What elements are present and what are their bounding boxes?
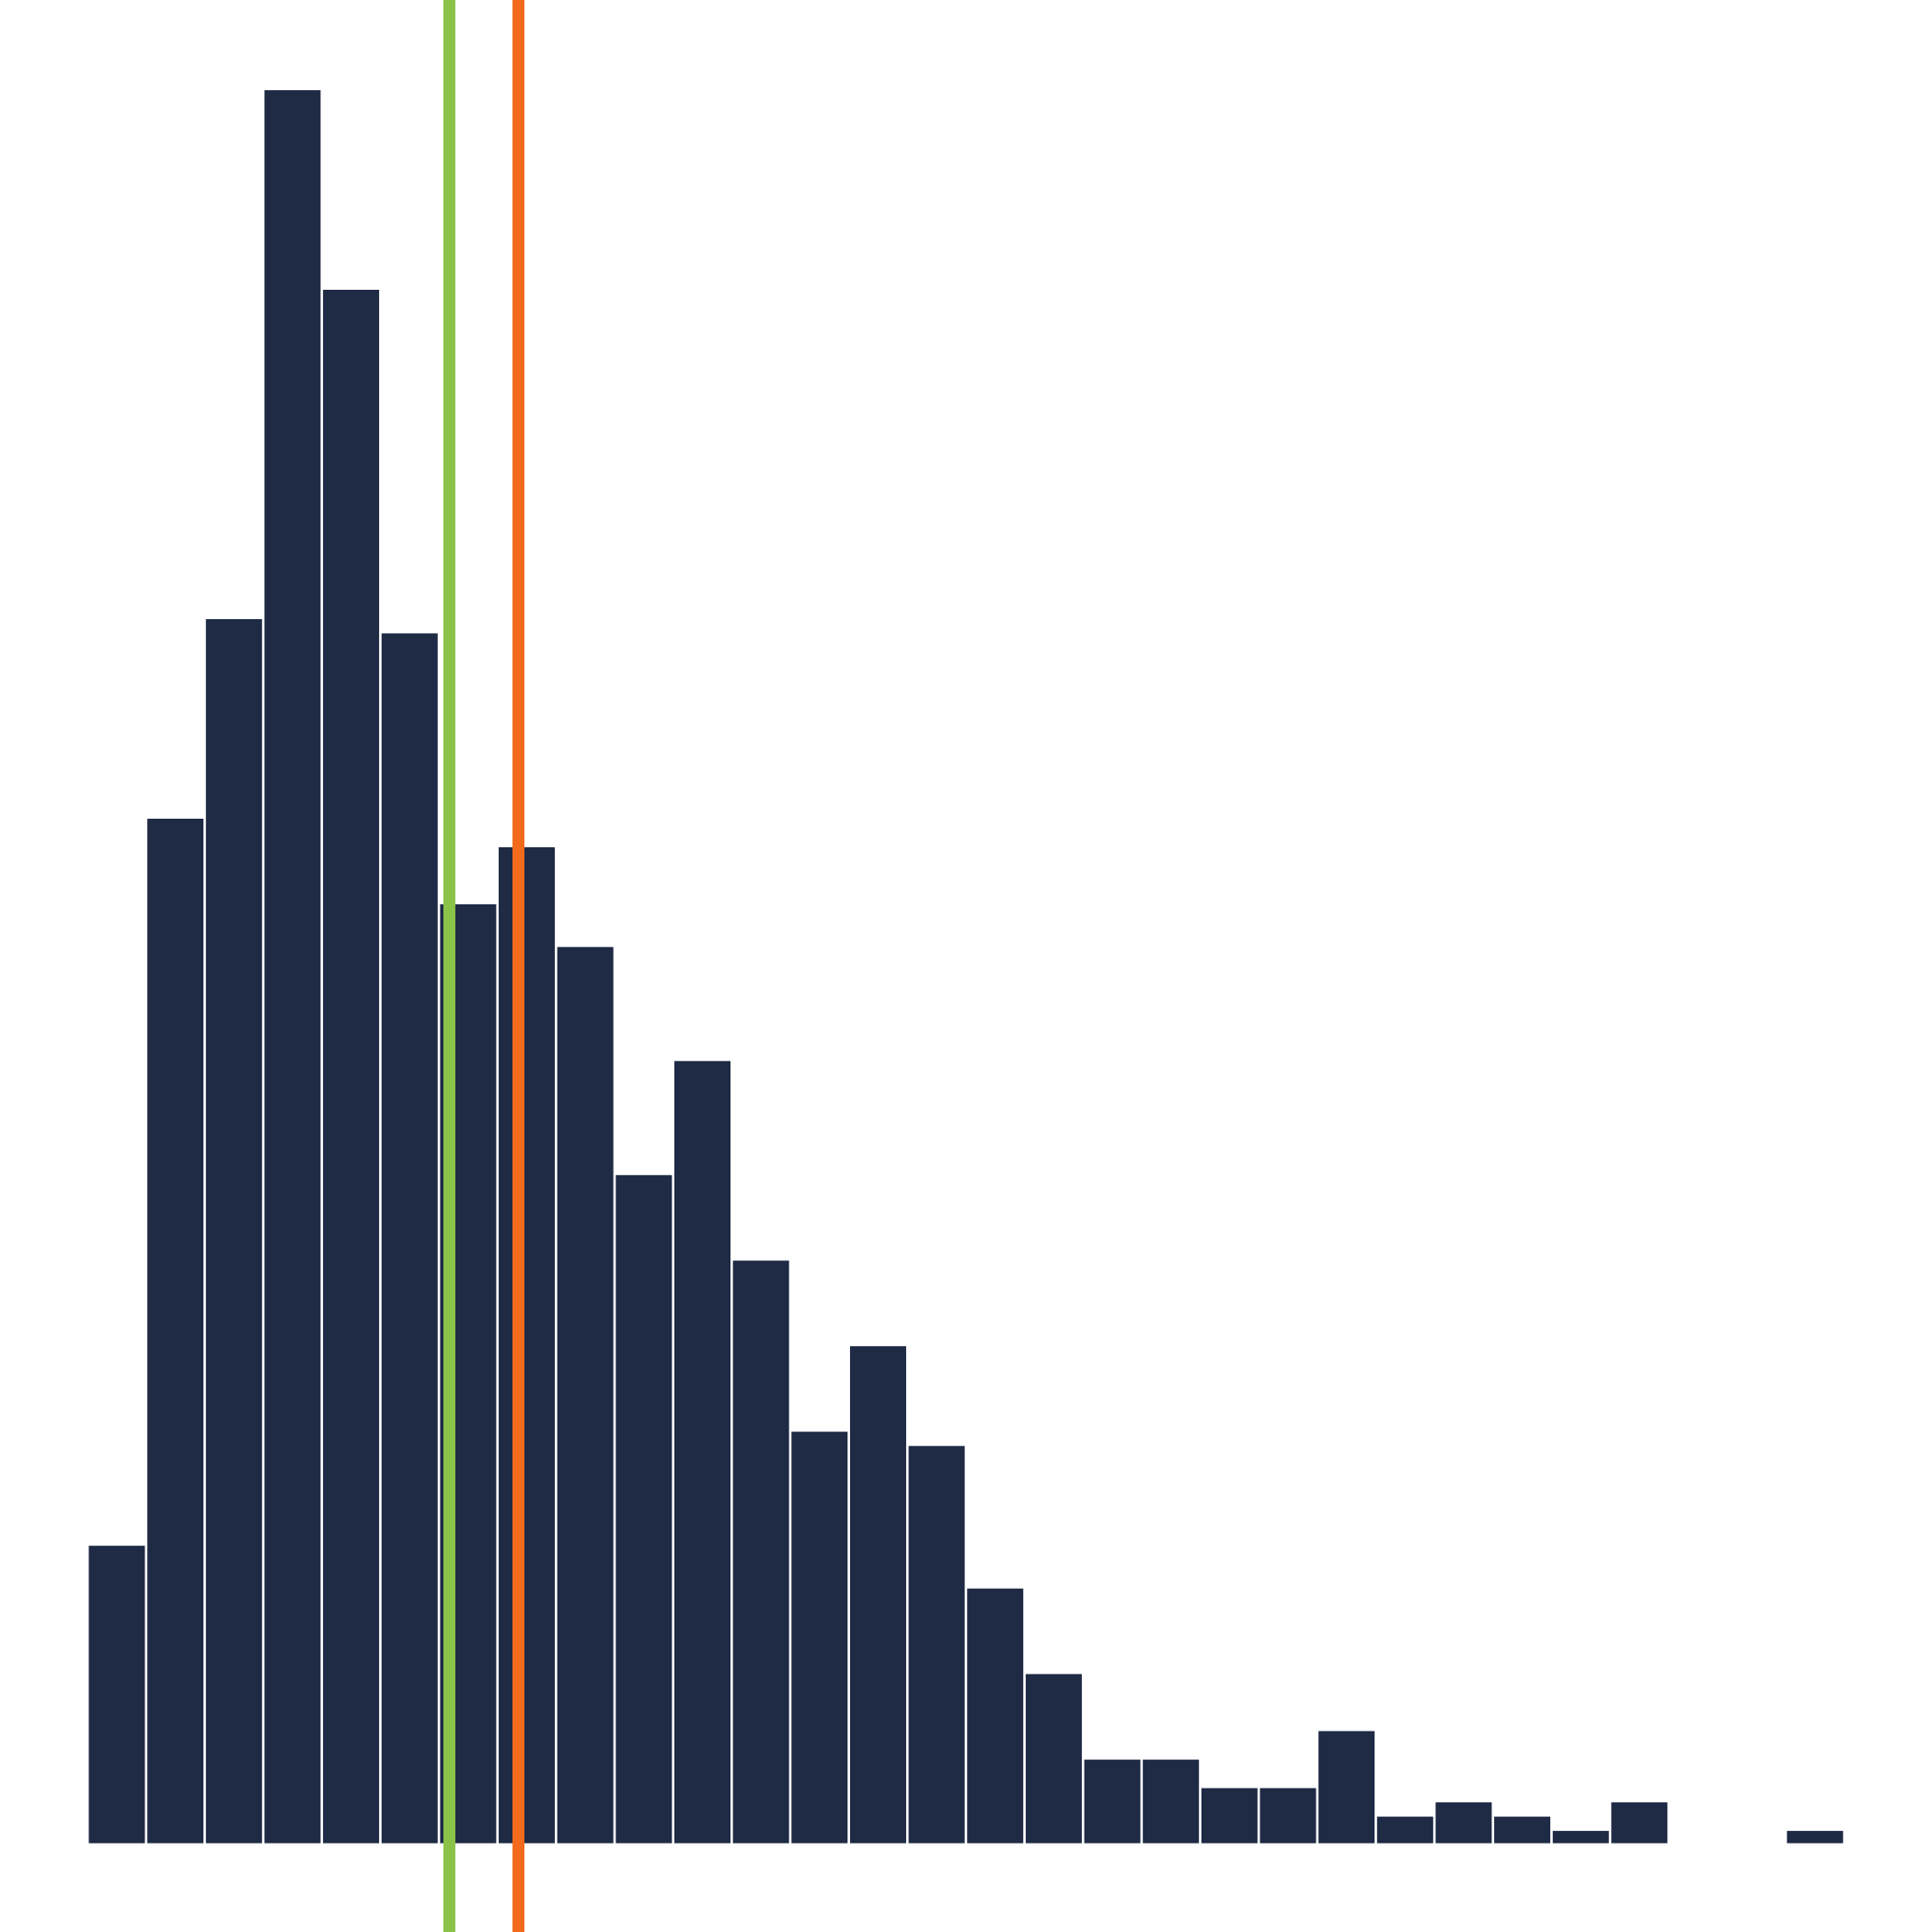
histogram-bar-23 bbox=[1376, 1816, 1433, 1844]
histogram-bar-22 bbox=[1318, 1731, 1375, 1844]
histogram-bar-17 bbox=[1025, 1673, 1082, 1844]
histogram-bar-5 bbox=[323, 289, 380, 1844]
histogram-bar-9 bbox=[557, 947, 614, 1844]
histogram-bar-14 bbox=[849, 1346, 906, 1844]
histogram-bar-10 bbox=[615, 1175, 673, 1844]
histogram-bar-21 bbox=[1259, 1788, 1317, 1844]
histogram-bar-30 bbox=[1787, 1831, 1844, 1844]
histogram-bar-3 bbox=[205, 618, 262, 1844]
histogram-bar-11 bbox=[674, 1061, 730, 1844]
histogram-bar-4 bbox=[264, 90, 321, 1844]
histogram-bar-27 bbox=[1611, 1802, 1668, 1844]
histogram-bar-2 bbox=[147, 818, 204, 1844]
histogram-bar-16 bbox=[967, 1588, 1024, 1844]
histogram-bar-8 bbox=[499, 846, 556, 1844]
histogram-bar-12 bbox=[732, 1260, 789, 1844]
histogram-bar-20 bbox=[1201, 1788, 1258, 1844]
histogram-bar-18 bbox=[1084, 1759, 1141, 1844]
histogram-bar-1 bbox=[88, 1546, 145, 1844]
histogram-bar-26 bbox=[1552, 1831, 1609, 1844]
histogram-bar-25 bbox=[1494, 1816, 1551, 1844]
histogram-bar-6 bbox=[381, 633, 438, 1844]
histogram-bars bbox=[88, 90, 1844, 1844]
histogram-bar-24 bbox=[1435, 1802, 1492, 1844]
histogram-bar-15 bbox=[908, 1445, 965, 1844]
reference-lines bbox=[443, 0, 525, 1932]
histogram-bar-13 bbox=[791, 1432, 848, 1844]
histogram-bar-19 bbox=[1143, 1759, 1200, 1844]
